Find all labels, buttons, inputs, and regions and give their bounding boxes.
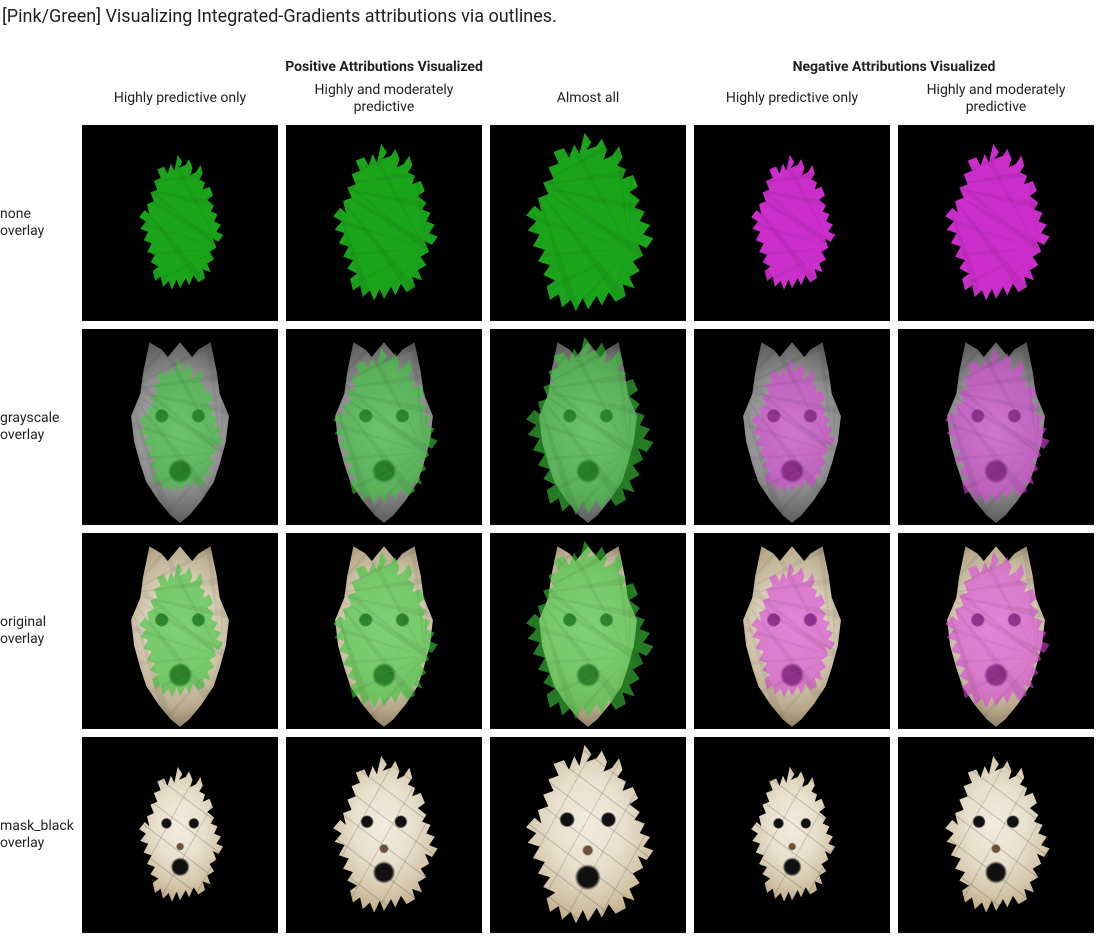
col-header: Highly and moderatelypredictive bbox=[894, 81, 1098, 121]
tile bbox=[898, 737, 1094, 933]
tile bbox=[490, 125, 686, 321]
page-title: [Pink/Green] Visualizing Integrated-Grad… bbox=[0, 0, 1098, 35]
tile bbox=[898, 533, 1094, 729]
tile bbox=[490, 533, 686, 729]
grid-frame: Positive Attributions Visualized Negativ… bbox=[0, 35, 1098, 937]
tile bbox=[490, 737, 686, 933]
tile bbox=[82, 737, 278, 933]
row-label: grayscaleoverlay bbox=[0, 325, 78, 529]
attribution-grid: Positive Attributions Visualized Negativ… bbox=[0, 59, 1098, 937]
tile bbox=[82, 329, 278, 525]
row-mask-black: mask_blackoverlay bbox=[0, 733, 1098, 937]
tile bbox=[286, 125, 482, 321]
col-header: Highly predictive only bbox=[690, 81, 894, 121]
tile bbox=[898, 329, 1094, 525]
row-label: mask_blackoverlay bbox=[0, 733, 78, 937]
row-label: originaloverlay bbox=[0, 529, 78, 733]
tile bbox=[286, 533, 482, 729]
row-original: originaloverlay bbox=[0, 529, 1098, 733]
col-header: Highly and moderatelypredictive bbox=[282, 81, 486, 121]
row-grayscale: grayscaleoverlay bbox=[0, 325, 1098, 529]
grid-body: noneoverlay graysc bbox=[0, 121, 1098, 937]
tile bbox=[694, 125, 890, 321]
tile bbox=[694, 533, 890, 729]
col-header: Highly predictive only bbox=[78, 81, 282, 121]
tile bbox=[694, 329, 890, 525]
col-header: Almost all bbox=[486, 81, 690, 121]
row-label: noneoverlay bbox=[0, 121, 78, 325]
tile bbox=[82, 533, 278, 729]
tile bbox=[490, 329, 686, 525]
group-header-positive: Positive Attributions Visualized bbox=[78, 59, 690, 81]
tile bbox=[286, 329, 482, 525]
group-header-negative: Negative Attributions Visualized bbox=[690, 59, 1098, 81]
tile bbox=[286, 737, 482, 933]
tile bbox=[82, 125, 278, 321]
column-header-row: Highly predictive only Highly and modera… bbox=[0, 81, 1098, 121]
tile bbox=[898, 125, 1094, 321]
tile bbox=[694, 737, 890, 933]
row-none: noneoverlay bbox=[0, 121, 1098, 325]
group-header-row: Positive Attributions Visualized Negativ… bbox=[0, 59, 1098, 81]
